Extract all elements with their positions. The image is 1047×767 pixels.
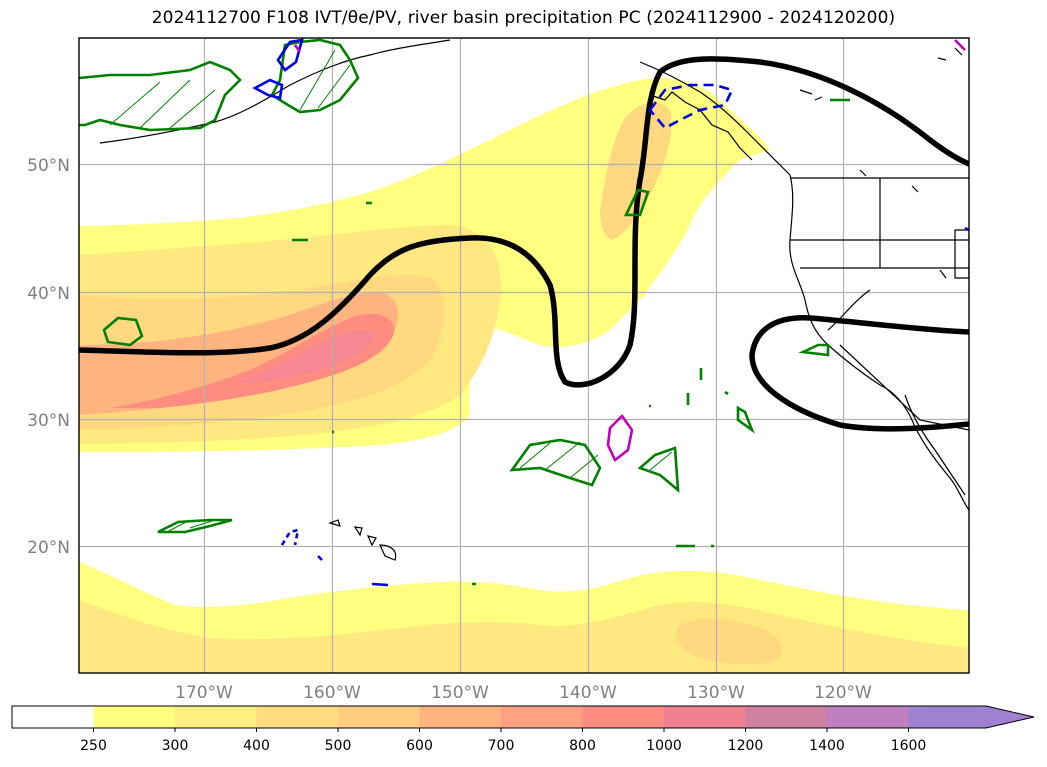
lon-label-150w: 150°W [431, 683, 489, 703]
lat-label-40n: 40°N [27, 284, 70, 304]
pv-contour-calif [798, 343, 830, 357]
colorbar-swatch [501, 706, 583, 728]
colorbar-swatch [175, 706, 257, 728]
hawaii-islands [328, 519, 397, 561]
pv-contour-north [623, 188, 650, 217]
colorbar-label: 500 [325, 738, 352, 754]
colorbar-swatch [827, 706, 909, 728]
precip-magenta-contours [293, 39, 966, 463]
north-america-coast [789, 174, 969, 511]
state-borders [790, 177, 969, 431]
colorbar-swatch [256, 706, 339, 728]
theta-e-south-contour [749, 315, 969, 432]
colorbar-label: 1600 [891, 738, 927, 754]
pv-small-marks [292, 98, 850, 586]
colorbar-swatch [745, 706, 828, 728]
colorbar-outline [11, 705, 1035, 729]
graticule [79, 38, 969, 673]
lon-label-130w: 130°W [687, 683, 745, 703]
pv-green-contours [79, 38, 850, 586]
lon-tick-labels: 170°W 160°W 150°W 140°W 130°W 120°W [175, 683, 872, 703]
colorbar-swatch [93, 706, 176, 728]
theta-e-main-contour [79, 56, 969, 388]
ivt-800-main [110, 313, 395, 408]
bc-islands [799, 47, 963, 279]
lat-label-50n: 50°N [27, 156, 70, 176]
lon-label-140w: 140°W [559, 683, 617, 703]
colorbar-label: 250 [80, 738, 107, 754]
colorbar-label: 800 [569, 738, 596, 754]
blue-dashed-contour [648, 83, 734, 130]
pv-contour-central1 [509, 438, 602, 487]
blue-small-dashed [280, 528, 300, 546]
magenta-small [293, 39, 966, 53]
pv-contour-central2 [637, 446, 680, 493]
ivt-colorbar: 250 300 400 500 600 700 800 1000 1200 1400 1600 [11, 705, 1035, 754]
lon-label-120w: 120°W [814, 683, 872, 703]
lat-tick-labels: 50°N 40°N 30°N 20°N [27, 156, 70, 558]
magenta-contour [606, 413, 634, 463]
pv-contour-east [736, 405, 755, 434]
pv-contour-subtropic [157, 518, 233, 534]
colorbar-label: 400 [243, 738, 270, 754]
map-title: 2024112700 F108 IVT/θe/PV, river basin p… [151, 8, 896, 28]
ivt-400-north [600, 102, 672, 240]
lon-label-170w: 170°W [175, 683, 233, 703]
ivt-shading [79, 78, 969, 673]
pv-hatch [109, 49, 673, 534]
colorbar-label: 300 [162, 738, 189, 754]
pv-contour-west [102, 316, 144, 347]
colorbar-swatch [664, 706, 746, 728]
colorbar-swatch [908, 706, 1034, 728]
lon-label-160w: 160°W [303, 683, 361, 703]
colorbar-label: 600 [406, 738, 433, 754]
colorbar-label: 1200 [728, 738, 764, 754]
theta-e-contours [79, 56, 969, 432]
lat-label-20n: 20°N [27, 538, 70, 558]
colorbar-label: 1000 [646, 738, 682, 754]
lat-label-30n: 30°N [27, 411, 70, 431]
ivt-1000-core [240, 330, 375, 383]
colorbar-swatch [419, 706, 502, 728]
colorbar-swatch [582, 706, 665, 728]
ivt-400-south [676, 618, 783, 665]
colorbar-swatch [12, 706, 94, 728]
colorbar-label: 700 [488, 738, 515, 754]
colorbar-label: 1400 [809, 738, 845, 754]
pv-contour-aleutian [79, 60, 242, 132]
map-area [79, 38, 969, 673]
colorbar-swatch [338, 706, 420, 728]
map-frame [78, 37, 970, 674]
baja-coast [904, 394, 966, 496]
